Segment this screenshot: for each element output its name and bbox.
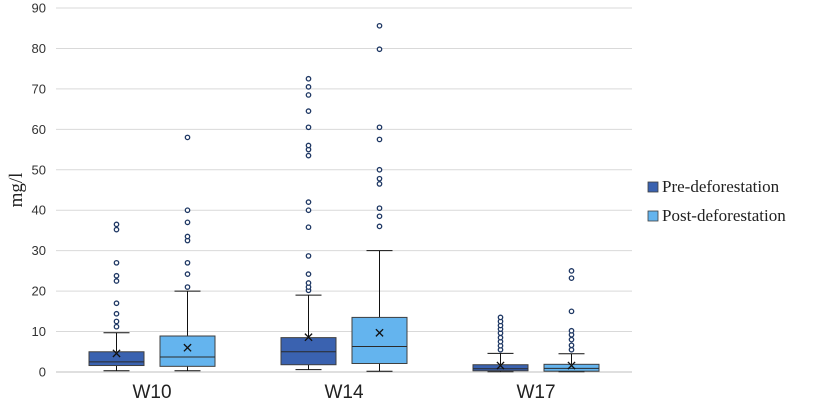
- outlier-point: [305, 224, 312, 231]
- box: [351, 316, 408, 365]
- y-tick-label: 80: [32, 41, 46, 56]
- legend-label: Post-deforestation: [662, 206, 786, 225]
- outlier-point: [568, 346, 575, 353]
- outlier-point: [305, 199, 312, 205]
- outlier-point: [305, 75, 312, 82]
- x-axis-categories: W10 W14 W17: [132, 382, 555, 403]
- outlier-point: [184, 271, 191, 277]
- outlier-point: [568, 268, 575, 274]
- outlier-point: [305, 108, 312, 114]
- outlier-point: [113, 323, 120, 330]
- outlier-point: [568, 275, 575, 282]
- outlier-point: [305, 253, 312, 259]
- outlier-point: [376, 213, 383, 220]
- outlier-point: [305, 152, 312, 159]
- outlier-point: [376, 46, 383, 53]
- outlier-point: [113, 221, 120, 228]
- outlier-point: [497, 314, 504, 321]
- x-category-label: W17: [516, 382, 555, 403]
- legend-swatch: [647, 210, 659, 222]
- outlier-point: [376, 136, 383, 143]
- outlier-point: [184, 134, 191, 141]
- box: [543, 363, 600, 372]
- outlier-point: [376, 223, 383, 230]
- outlier-point: [113, 300, 120, 307]
- outlier-point: [568, 342, 575, 349]
- box-group: [280, 75, 337, 371]
- outlier-point: [305, 271, 312, 277]
- x-category-label: W14: [324, 382, 364, 403]
- mean-marker: [112, 349, 121, 358]
- outlier-point: [113, 259, 120, 266]
- outlier-point: [376, 22, 383, 29]
- box-group: [88, 221, 145, 372]
- outlier-point: [376, 181, 383, 187]
- y-tick-label: 90: [32, 1, 46, 16]
- plot-area: [88, 22, 600, 373]
- mean-marker: [375, 328, 384, 337]
- outlier-point: [305, 124, 312, 131]
- y-tick-label: 30: [32, 243, 46, 258]
- outlier-point: [184, 284, 191, 290]
- box-group: [159, 134, 216, 372]
- outlier-point: [376, 124, 383, 131]
- outlier-point: [376, 205, 383, 212]
- box-group: [543, 268, 600, 373]
- gridlines: [56, 7, 632, 333]
- box-group: [472, 314, 529, 373]
- y-axis-label: mg/l: [6, 173, 27, 208]
- outlier-point: [305, 92, 312, 98]
- outlier-point: [305, 280, 312, 286]
- y-tick-label: 20: [32, 284, 46, 299]
- x-category-label: W10: [132, 382, 171, 403]
- y-tick-label: 50: [32, 162, 46, 177]
- legend-label: Pre-deforestation: [662, 177, 780, 196]
- legend: Pre-deforestation Post-deforestation: [647, 177, 786, 225]
- outlier-point: [184, 207, 191, 214]
- outlier-point: [113, 310, 120, 317]
- mean-marker: [496, 361, 505, 370]
- y-tick-label: 70: [32, 81, 46, 96]
- y-tick-label: 10: [32, 324, 46, 339]
- outlier-point: [568, 336, 575, 343]
- mean-marker: [567, 361, 576, 370]
- outlier-point: [376, 175, 383, 182]
- outlier-point: [184, 219, 191, 226]
- legend-swatch: [647, 181, 659, 193]
- mean-marker: [304, 333, 313, 342]
- outlier-point: [305, 142, 312, 149]
- box: [159, 335, 216, 367]
- outlier-point: [568, 308, 575, 315]
- box: [280, 337, 337, 366]
- outlier-point: [184, 233, 191, 240]
- outlier-point: [184, 259, 191, 266]
- outlier-point: [113, 278, 120, 284]
- outlier-point: [113, 318, 120, 325]
- mean-marker: [183, 343, 192, 352]
- box-group: [351, 22, 408, 372]
- outlier-point: [497, 334, 504, 341]
- outlier-point: [113, 272, 120, 279]
- y-tick-label: 40: [32, 203, 46, 218]
- y-axis-ticks: 0 10 20 30 40 50 60 70 80 90: [32, 1, 46, 380]
- outlier-point: [305, 207, 312, 214]
- outlier-point: [305, 84, 312, 90]
- outlier-point: [568, 327, 575, 334]
- y-tick-label: 0: [39, 365, 46, 380]
- outlier-point: [113, 226, 120, 233]
- y-tick-label: 60: [32, 122, 46, 137]
- outlier-point: [376, 166, 383, 173]
